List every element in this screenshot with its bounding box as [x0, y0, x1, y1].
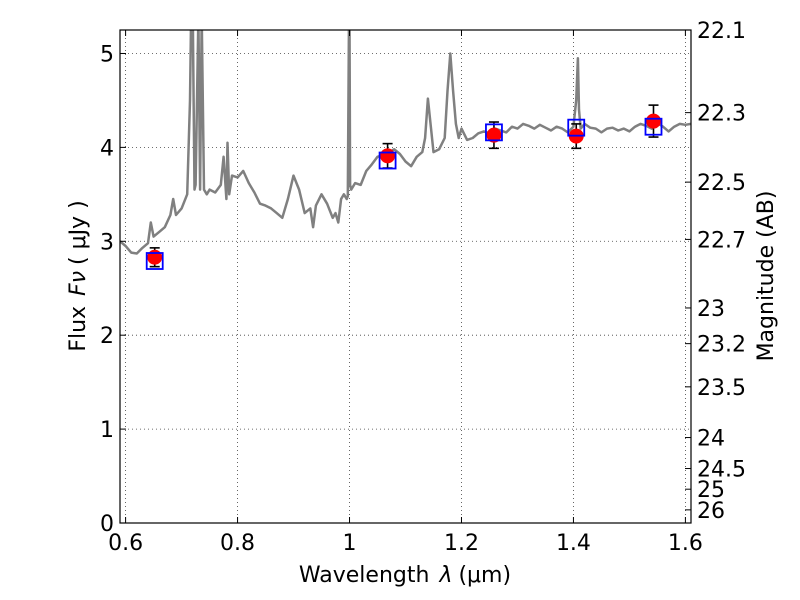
- y2-tick-label: 22.5: [697, 171, 746, 196]
- y2-tick-label: 23.5: [697, 376, 746, 401]
- x-tick-label: 1.4: [556, 531, 591, 556]
- y2-tick-label: 22.7: [697, 228, 746, 253]
- photometry-point: [147, 249, 163, 265]
- photometry-point: [380, 148, 396, 164]
- x-axis-label: Wavelength λ (μm): [299, 563, 511, 588]
- y2-tick-label: 26: [697, 499, 725, 524]
- model-square: [567, 118, 586, 137]
- model-square: [378, 151, 397, 170]
- y-tick-label: 5: [100, 42, 114, 67]
- y2-axis-label: Magnitude (AB): [754, 191, 779, 362]
- model-square: [644, 117, 663, 136]
- y-tick-label: 0: [100, 512, 114, 537]
- y2-tick-label: 22.1: [697, 19, 746, 44]
- x-tick-label: 1.6: [668, 531, 703, 556]
- y-axis-label: FluxFν( μJy ): [66, 200, 91, 351]
- y2-tick-label: 22.3: [697, 102, 746, 127]
- y-tick-label: 2: [100, 324, 114, 349]
- y2-tick-label: 23: [697, 297, 725, 322]
- y-tick-label: 4: [100, 136, 114, 161]
- model-square: [145, 252, 164, 270]
- photometry-point: [486, 127, 502, 143]
- grid-layer: [120, 30, 691, 524]
- y2-tick-label: 24.5: [697, 458, 746, 483]
- y2-tick-label: 24: [697, 427, 725, 452]
- spectrum-line: [120, 30, 691, 255]
- series-layer: [120, 30, 691, 270]
- y-tick-label: 3: [100, 230, 114, 255]
- x-tick-label: 0.6: [108, 531, 143, 556]
- x-tick-label: 1.2: [444, 531, 479, 556]
- ticks-layer: 0.6 0.8 1 1.2 1.4 1.601234522.122.322.522.723…: [100, 19, 746, 556]
- x-tick-label: 1: [343, 531, 357, 556]
- photometry-point: [645, 113, 661, 129]
- y-tick-label: 1: [100, 418, 114, 443]
- plot-frame: [119, 29, 692, 524]
- y2-tick-label: 23.2: [697, 333, 746, 358]
- x-tick-label: 0.8: [220, 531, 255, 556]
- model-square: [485, 123, 503, 142]
- y2-tick-label: 25: [697, 478, 725, 503]
